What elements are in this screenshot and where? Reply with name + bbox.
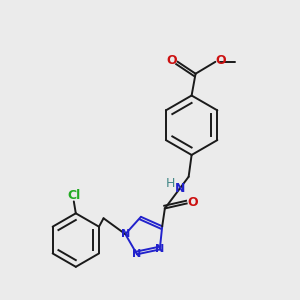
Text: H: H bbox=[166, 177, 176, 190]
Text: O: O bbox=[215, 54, 226, 67]
Text: N: N bbox=[132, 249, 142, 259]
Text: N: N bbox=[175, 182, 185, 195]
Text: N: N bbox=[155, 244, 164, 254]
Text: O: O bbox=[167, 54, 177, 67]
Text: N: N bbox=[121, 229, 130, 239]
Text: Cl: Cl bbox=[67, 189, 80, 202]
Text: O: O bbox=[187, 196, 198, 209]
